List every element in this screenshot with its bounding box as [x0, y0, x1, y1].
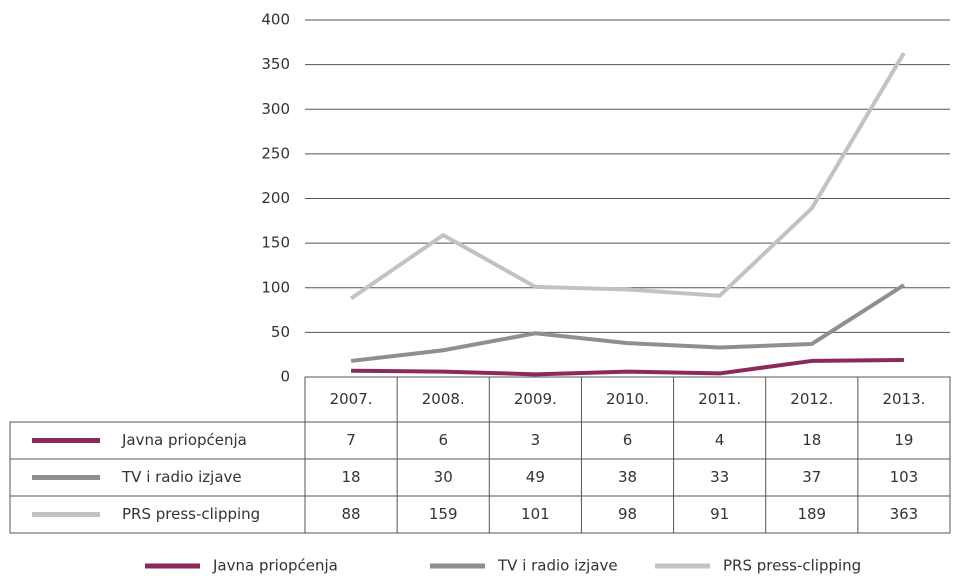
y-tick-label: 400 [261, 11, 290, 29]
table-cell: 37 [802, 468, 821, 486]
table-cell: 3 [531, 431, 541, 449]
series-line [351, 358, 904, 377]
table-row-label: TV i radio izjave [121, 468, 242, 486]
y-tick-label: 350 [261, 55, 290, 73]
x-tick-label: 2012. [790, 390, 833, 408]
table-cell: 101 [521, 505, 550, 523]
table-cell: 103 [890, 468, 919, 486]
table-cell: 6 [438, 431, 448, 449]
x-tick-label: 2007. [330, 390, 373, 408]
table-row-label: PRS press-clipping [122, 505, 260, 523]
legend-label: TV i radio izjave [497, 557, 618, 575]
y-tick-label: 50 [271, 323, 290, 341]
table-cell: 189 [797, 505, 826, 523]
table-cell: 49 [526, 468, 545, 486]
x-tick-label: 2010. [606, 390, 649, 408]
table-row-label: Javna priopćenja [121, 431, 247, 449]
series-line [350, 283, 906, 363]
y-tick-label: 150 [261, 234, 290, 252]
table-cell: 159 [429, 505, 458, 523]
table-cell: 18 [342, 468, 361, 486]
y-tick-label: 0 [280, 368, 290, 386]
table-cell: 7 [346, 431, 356, 449]
legend-label: Javna priopćenja [212, 557, 338, 575]
table-cell: 30 [434, 468, 453, 486]
x-tick-label: 2009. [514, 390, 557, 408]
y-tick-label: 300 [261, 100, 290, 118]
table-cell: 363 [890, 505, 919, 523]
x-tick-label: 2013. [882, 390, 925, 408]
table-cell: 91 [710, 505, 729, 523]
y-tick-label: 200 [261, 189, 290, 207]
table-cell: 88 [342, 505, 361, 523]
x-tick-label: 2011. [698, 390, 741, 408]
table-cell: 18 [802, 431, 821, 449]
x-tick-label: 2008. [422, 390, 465, 408]
legend-label: PRS press-clipping [723, 557, 861, 575]
table-cell: 98 [618, 505, 637, 523]
table-cell: 38 [618, 468, 637, 486]
y-tick-label: 250 [261, 144, 290, 162]
series-line [349, 52, 906, 301]
table-cell: 19 [894, 431, 913, 449]
table-cell: 4 [715, 431, 725, 449]
table-cell: 33 [710, 468, 729, 486]
table-cell: 6 [623, 431, 633, 449]
y-tick-label: 100 [261, 278, 290, 296]
